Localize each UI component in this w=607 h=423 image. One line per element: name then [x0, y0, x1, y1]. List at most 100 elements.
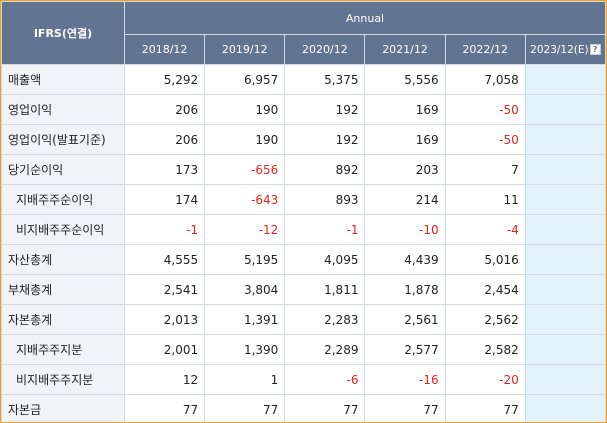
value-cell: -16 [364, 364, 446, 395]
value-cell: 892 [284, 154, 366, 185]
year-header: 2019/12 [204, 34, 286, 65]
value-cell: 2,561 [364, 304, 446, 335]
year-header: 2018/12 [123, 34, 206, 65]
estimate-cell [524, 64, 606, 95]
value-cell: 7 [444, 154, 526, 185]
row-label: 자산총계 [1, 244, 125, 275]
year-header: 2022/12 [444, 34, 526, 65]
value-cell: 77 [123, 394, 206, 422]
value-cell: 214 [364, 184, 446, 215]
value-cell: 190 [204, 124, 286, 155]
value-cell: 2,541 [123, 274, 206, 305]
value-cell: 893 [284, 184, 366, 215]
table-row: 부채총계 2,541 3,804 1,811 1,878 2,454 [1, 274, 606, 305]
table-row: 영업이익 206 190 192 169 -50 [1, 94, 606, 125]
value-cell: 206 [123, 94, 206, 125]
value-cell: 173 [123, 154, 206, 185]
value-cell: 1,811 [284, 274, 366, 305]
value-cell: -4 [444, 214, 526, 245]
value-cell: 2,001 [123, 334, 206, 365]
value-cell: 2,582 [444, 334, 526, 365]
value-cell: -1 [284, 214, 366, 245]
value-cell: 2,577 [364, 334, 446, 365]
row-label: 비지배주주순이익 [1, 214, 125, 245]
table-row: 비지배주주지분 12 1 -6 -16 -20 [1, 364, 606, 395]
value-cell: 192 [284, 94, 366, 125]
value-cell: 4,095 [284, 244, 366, 275]
estimate-cell [524, 184, 606, 215]
table-row: 매출액 5,292 6,957 5,375 5,556 7,058 [1, 64, 606, 95]
table-row: 자본금 77 77 77 77 77 [1, 394, 606, 422]
value-cell: 2,562 [444, 304, 526, 335]
estimate-cell [524, 244, 606, 275]
year-header-estimate: 2023/12(E)? [524, 34, 606, 65]
value-cell: 169 [364, 124, 446, 155]
row-label: 지배주주순이익 [1, 184, 125, 215]
estimate-cell [524, 394, 606, 422]
value-cell: 5,556 [364, 64, 446, 95]
table-row: 지배주주지분 2,001 1,390 2,289 2,577 2,582 [1, 334, 606, 365]
row-label: 영업이익(발표기준) [1, 124, 125, 155]
table-row: 비지배주주순이익 -1 -12 -1 -10 -4 [1, 214, 606, 245]
value-cell: 4,439 [364, 244, 446, 275]
value-cell: 2,454 [444, 274, 526, 305]
value-cell: 203 [364, 154, 446, 185]
value-cell: 5,375 [284, 64, 366, 95]
estimate-year-label: 2023/12(E) [530, 43, 589, 56]
value-cell: 169 [364, 94, 446, 125]
estimate-cell [524, 154, 606, 185]
row-label: 자본총계 [1, 304, 125, 335]
value-cell: 192 [284, 124, 366, 155]
estimate-cell [524, 364, 606, 395]
value-cell: 4,555 [123, 244, 206, 275]
value-cell: 11 [444, 184, 526, 215]
value-cell: 206 [123, 124, 206, 155]
row-label: 비지배주주지분 [1, 364, 125, 395]
estimate-cell [524, 214, 606, 245]
value-cell: -10 [364, 214, 446, 245]
table-row: 당기순이익 173 -656 892 203 7 [1, 154, 606, 185]
value-cell: -50 [444, 94, 526, 125]
annual-group-header: Annual [124, 1, 606, 35]
value-cell: 174 [123, 184, 206, 215]
row-label: 당기순이익 [1, 154, 125, 185]
value-cell: 3,804 [204, 274, 286, 305]
estimate-cell [524, 124, 606, 155]
value-cell: 1 [204, 364, 286, 395]
value-cell: -20 [444, 364, 526, 395]
value-cell: 7,058 [444, 64, 526, 95]
value-cell: 77 [444, 394, 526, 422]
value-cell: -6 [284, 364, 366, 395]
table-body: 매출액 5,292 6,957 5,375 5,556 7,058 영업이익 206 190 19… [1, 64, 606, 422]
value-cell: 1,391 [204, 304, 286, 335]
value-cell: 5,195 [204, 244, 286, 275]
value-cell: -12 [204, 214, 286, 245]
table-row: 자본총계 2,013 1,391 2,283 2,561 2,562 [1, 304, 606, 335]
value-cell: 77 [204, 394, 286, 422]
row-label: 부채총계 [1, 274, 125, 305]
estimate-cell [524, 304, 606, 335]
value-cell: 2,289 [284, 334, 366, 365]
value-cell: 5,292 [123, 64, 206, 95]
value-cell: 1,390 [204, 334, 286, 365]
row-label: 자본금 [1, 394, 125, 422]
year-header: 2021/12 [364, 34, 446, 65]
value-cell: 2,013 [123, 304, 206, 335]
value-cell: 2,283 [284, 304, 366, 335]
value-cell: 6,957 [204, 64, 286, 95]
value-cell: 77 [284, 394, 366, 422]
value-cell: -50 [444, 124, 526, 155]
value-cell: 12 [123, 364, 206, 395]
estimate-cell [524, 334, 606, 365]
value-cell: -643 [204, 184, 286, 215]
table-row: 영업이익(발표기준) 206 190 192 169 -50 [1, 124, 606, 155]
value-cell: 1,878 [364, 274, 446, 305]
estimate-cell [524, 274, 606, 305]
row-label: 영업이익 [1, 94, 125, 125]
value-cell: 5,016 [444, 244, 526, 275]
estimate-cell [524, 94, 606, 125]
table-row: 자산총계 4,555 5,195 4,095 4,439 5,016 [1, 244, 606, 275]
help-icon[interactable]: ? [589, 44, 601, 55]
